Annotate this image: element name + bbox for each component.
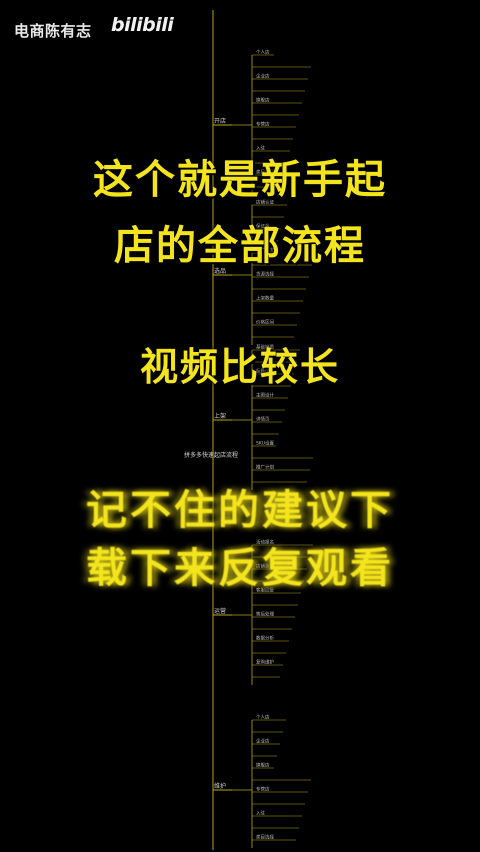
mindmap-leaf-label: 活动报名 xyxy=(256,539,274,546)
mindmap-leaf-label: 个人店 xyxy=(256,49,270,56)
mindmap-leaf-label: 个人店 xyxy=(256,714,270,721)
mindmap-branch-label: 维护 xyxy=(214,782,226,790)
mindmap-center-label: 拼多多快速起店流程 xyxy=(184,452,239,459)
mindmap-leaf-label: 上架数量 xyxy=(256,295,274,302)
mindmap-leaf-label: 价格区间 xyxy=(256,319,274,326)
channel-watermark: 电商陈有志 xyxy=(14,22,92,40)
mindmap-leaf-label: 企业店 xyxy=(256,738,270,745)
mindmap-leaf-label: 店铺装修 xyxy=(256,563,274,570)
headline-line-2: 店的全部流程 xyxy=(114,223,366,269)
tip-line-1: 记不住的建议下 xyxy=(86,486,394,534)
mindmap-leaf-label: 详情页 xyxy=(256,416,270,423)
mindmap-leaf-label: 标题优化 xyxy=(256,368,274,375)
mindmap-leaf-label: 客服回复 xyxy=(256,587,274,594)
mindmap-leaf-label: 数据分析 xyxy=(256,635,274,642)
mindmap-leaf-label: 入驻 xyxy=(256,810,265,817)
headline-line-1: 这个就是新手起 xyxy=(93,157,387,203)
tip-line-2: 载下来反复观看 xyxy=(86,544,394,592)
mindmap-leaf-label: 专营店 xyxy=(256,121,270,128)
mindmap-leaf-label: 旗舰店 xyxy=(256,762,270,769)
mindmap-branch-label: 运营 xyxy=(214,607,226,615)
mindmap-leaf-label: 主图设计 xyxy=(256,392,274,399)
headline-line-3: 视频比较长 xyxy=(139,345,340,389)
mindmap-leaf-label: 类目选择 xyxy=(256,169,274,176)
bilibili-logo: bilibili xyxy=(111,14,174,36)
mindmap-branch-label: 开店 xyxy=(214,117,226,125)
mindmap-branch-label: 上架 xyxy=(214,412,226,420)
mindmap-leaf-label: 推广计划 xyxy=(256,464,274,471)
mindmap-leaf-label: 售后处理 xyxy=(256,611,274,618)
mindmap-leaf-label: SKU设置 xyxy=(256,440,274,447)
mindmap-leaf-label: 货源选择 xyxy=(256,271,274,278)
mindmap-leaf-label: 店铺认证 xyxy=(256,199,274,206)
mindmap-leaf-label: 保证金 xyxy=(256,223,270,230)
mindmap-leaf-label: 类目选择 xyxy=(256,834,274,841)
mindmap-leaf-label: 基础销量 xyxy=(256,344,274,351)
mindmap-leaf-label: 专营店 xyxy=(256,786,270,793)
mindmap-leaf-label: 入驻 xyxy=(256,145,265,152)
mindmap-leaf-label: 旗舰店 xyxy=(256,97,270,104)
mindmap-leaf-label: 企业店 xyxy=(256,73,270,80)
mindmap-leaf-label: 一件代发 xyxy=(256,247,274,254)
mindmap-branch-label: 选品 xyxy=(214,267,226,275)
mindmap-leaf-label: 复购维护 xyxy=(256,659,274,666)
